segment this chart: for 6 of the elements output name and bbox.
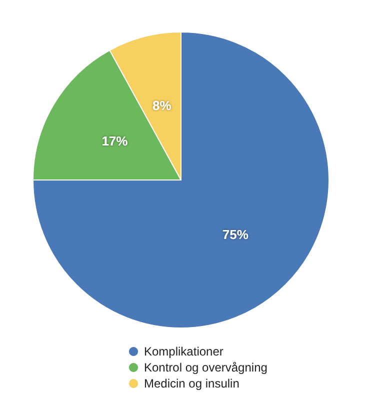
- legend-label: Medicin og insulin: [144, 376, 240, 390]
- data-label: 17%: [102, 133, 128, 148]
- data-label: 8%: [152, 98, 172, 113]
- legend-label: Kontrol og overvågning: [144, 360, 268, 374]
- data-label: 75%: [222, 226, 249, 242]
- legend-label: Komplikationer: [144, 344, 224, 358]
